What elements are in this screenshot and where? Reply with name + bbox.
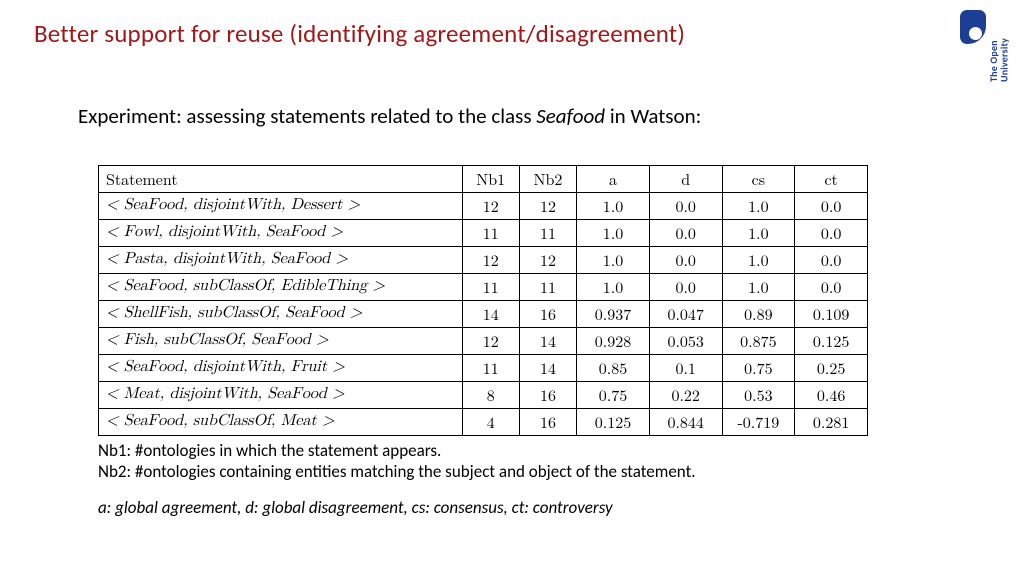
- cell-value: 0.53: [722, 382, 795, 409]
- cell-value: 0.0: [649, 274, 722, 301]
- cell-value: 1.0: [722, 220, 795, 247]
- cell-value: 0.0: [649, 220, 722, 247]
- cell-value: 11: [462, 274, 519, 301]
- table-row: < Pasta, disjointWith, SeaFood >12121.00…: [99, 247, 868, 274]
- cell-value: 0.85: [577, 355, 650, 382]
- col-nb2: Nb2: [519, 166, 576, 193]
- cell-value: 0.75: [577, 382, 650, 409]
- cell-value: 12: [519, 247, 576, 274]
- cell-value: 1.0: [577, 193, 650, 220]
- cell-value: 0.875: [722, 328, 795, 355]
- cell-value: 0.844: [649, 409, 722, 436]
- cell-value: 1.0: [722, 193, 795, 220]
- subtitle-prefix: Experiment: assessing statements related…: [78, 103, 536, 129]
- table-row: < ShellFish, subClassOf, SeaFood >14160.…: [99, 301, 868, 328]
- table-row: < Meat, disjointWith, SeaFood >8160.750.…: [99, 382, 868, 409]
- cell-statement: < Pasta, disjointWith, SeaFood >: [99, 247, 463, 274]
- cell-statement: < SeaFood, disjointWith, Dessert >: [99, 193, 463, 220]
- logo-text: The Open University: [989, 8, 1010, 82]
- table-header-row: Statement Nb1 Nb2 a d cs ct: [99, 166, 868, 193]
- cell-value: 0.75: [722, 355, 795, 382]
- cell-value: 4: [462, 409, 519, 436]
- table-row: < SeaFood, disjointWith, Fruit >11140.85…: [99, 355, 868, 382]
- subtitle-suffix: in Watson:: [605, 103, 701, 129]
- experiment-subtitle: Experiment: assessing statements related…: [78, 103, 990, 129]
- cell-value: 0.89: [722, 301, 795, 328]
- cell-value: 0.928: [577, 328, 650, 355]
- cell-value: 0.0: [795, 193, 868, 220]
- col-cs: cs: [722, 166, 795, 193]
- cell-value: 0.0: [649, 247, 722, 274]
- cell-value: 1.0: [577, 274, 650, 301]
- cell-value: 0.125: [795, 328, 868, 355]
- cell-value: 0.46: [795, 382, 868, 409]
- cell-value: 0.047: [649, 301, 722, 328]
- cell-value: 1.0: [577, 220, 650, 247]
- table-body: < SeaFood, disjointWith, Dessert >12121.…: [99, 193, 868, 436]
- cell-value: 16: [519, 409, 576, 436]
- table-row: < SeaFood, disjointWith, Dessert >12121.…: [99, 193, 868, 220]
- subtitle-italic: Seafood: [536, 103, 605, 129]
- cell-value: 12: [462, 247, 519, 274]
- metrics-legend: a: global agreement, d: global disagreem…: [98, 497, 990, 518]
- cell-statement: < SeaFood, disjointWith, Fruit >: [99, 355, 463, 382]
- cell-statement: < SeaFood, subClassOf, Meat >: [99, 409, 463, 436]
- cell-value: 0.22: [649, 382, 722, 409]
- cell-value: 1.0: [722, 247, 795, 274]
- cell-value: 12: [462, 328, 519, 355]
- table-row: < Fowl, disjointWith, SeaFood >11111.00.…: [99, 220, 868, 247]
- cell-value: 11: [462, 220, 519, 247]
- cell-statement: < SeaFood, subClassOf, EdibleThing >: [99, 274, 463, 301]
- col-d: d: [649, 166, 722, 193]
- col-statement: Statement: [99, 166, 463, 193]
- cell-value: 0.1: [649, 355, 722, 382]
- university-logo: The Open University: [960, 8, 1010, 82]
- cell-statement: < Meat, disjointWith, SeaFood >: [99, 382, 463, 409]
- table-row: < SeaFood, subClassOf, Meat >4160.1250.8…: [99, 409, 868, 436]
- note-nb1: Nb1: #ontologies in which the statement …: [98, 440, 990, 461]
- logo-line-2: University: [998, 38, 1011, 82]
- cell-value: 0.0: [795, 220, 868, 247]
- col-nb1: Nb1: [462, 166, 519, 193]
- shield-icon: [960, 10, 986, 44]
- cell-value: 12: [462, 193, 519, 220]
- cell-value: 16: [519, 301, 576, 328]
- cell-value: 1.0: [722, 274, 795, 301]
- col-a: a: [577, 166, 650, 193]
- cell-value: -0.719: [722, 409, 795, 436]
- table-row: < Fish, subClassOf, SeaFood >12140.9280.…: [99, 328, 868, 355]
- cell-value: 1.0: [577, 247, 650, 274]
- note-nb2: Nb2: #ontologies containing entities mat…: [98, 461, 990, 482]
- cell-statement: < ShellFish, subClassOf, SeaFood >: [99, 301, 463, 328]
- cell-value: 16: [519, 382, 576, 409]
- cell-statement: < Fish, subClassOf, SeaFood >: [99, 328, 463, 355]
- cell-value: 0.937: [577, 301, 650, 328]
- cell-value: 14: [462, 301, 519, 328]
- cell-value: 14: [519, 355, 576, 382]
- slide-title: Better support for reuse (identifying ag…: [34, 18, 990, 49]
- cell-value: 8: [462, 382, 519, 409]
- cell-value: 11: [519, 220, 576, 247]
- results-table-wrap: Statement Nb1 Nb2 a d cs ct < SeaFood, d…: [98, 165, 868, 436]
- table-row: < SeaFood, subClassOf, EdibleThing >1111…: [99, 274, 868, 301]
- cell-value: 0.125: [577, 409, 650, 436]
- cell-value: 0.25: [795, 355, 868, 382]
- results-table: Statement Nb1 Nb2 a d cs ct < SeaFood, d…: [98, 165, 868, 436]
- cell-value: 11: [462, 355, 519, 382]
- cell-value: 0.281: [795, 409, 868, 436]
- cell-value: 0.0: [649, 193, 722, 220]
- cell-value: 0.0: [795, 247, 868, 274]
- cell-value: 0.0: [795, 274, 868, 301]
- cell-value: 12: [519, 193, 576, 220]
- cell-value: 11: [519, 274, 576, 301]
- cell-value: 0.109: [795, 301, 868, 328]
- cell-value: 0.053: [649, 328, 722, 355]
- slide: Better support for reuse (identifying ag…: [0, 0, 1024, 576]
- table-notes: Nb1: #ontologies in which the statement …: [98, 440, 990, 483]
- col-ct: ct: [795, 166, 868, 193]
- cell-statement: < Fowl, disjointWith, SeaFood >: [99, 220, 463, 247]
- cell-value: 14: [519, 328, 576, 355]
